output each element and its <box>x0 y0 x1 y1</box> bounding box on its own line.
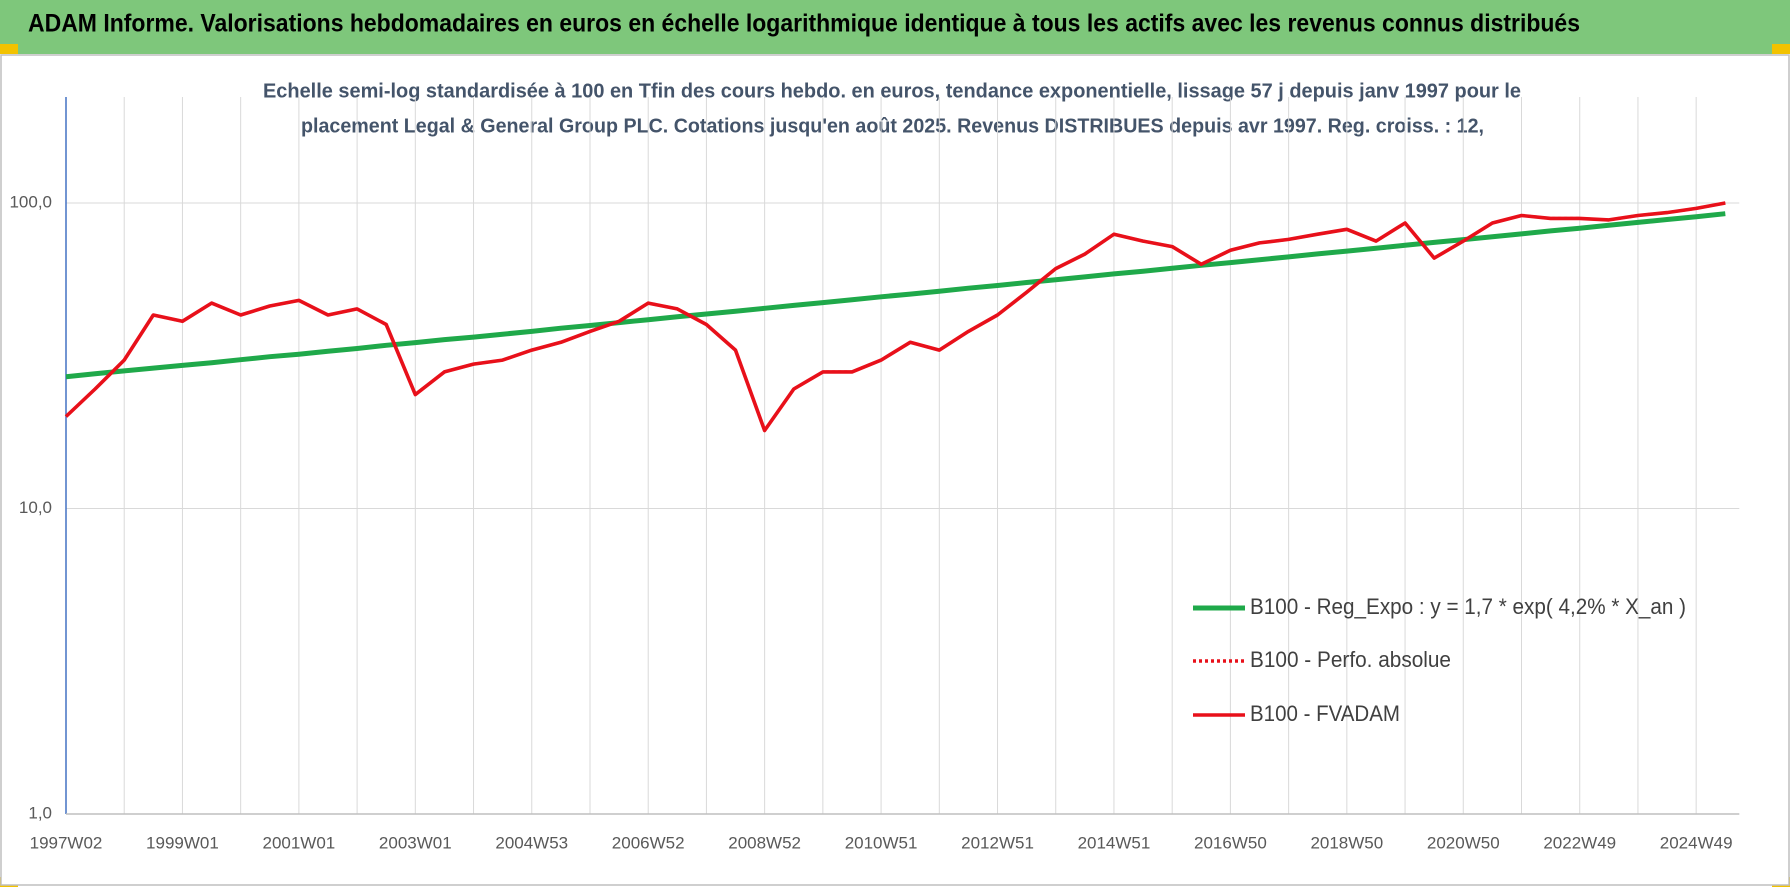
x-tick-label: 2022W49 <box>1543 833 1616 852</box>
x-tick-label: 2014W51 <box>1078 833 1151 852</box>
x-tick-label: 2024W49 <box>1660 833 1733 852</box>
corner-mark <box>1772 44 1790 54</box>
x-tick-label: 2018W50 <box>1310 833 1383 852</box>
x-tick-label: 2012W51 <box>961 833 1034 852</box>
y-tick-label: 100,0 <box>9 192 52 211</box>
x-tick-label: 2010W51 <box>845 833 918 852</box>
legend-label: B100 - Reg_Expo : y = 1,7 * exp( 4,2% * … <box>1250 594 1686 619</box>
legend-label: B100 - Perfo. absolue <box>1250 647 1451 672</box>
chart-frame <box>0 54 1790 886</box>
x-tick-label: 2008W52 <box>728 833 801 852</box>
x-tick-label: 2001W01 <box>262 833 335 852</box>
corner-mark <box>0 44 18 54</box>
series-line <box>65 211 1726 380</box>
legend-label: B100 - FVADAM <box>1250 701 1400 726</box>
x-tick-label: 1997W02 <box>30 833 103 852</box>
x-tick-label: 2003W01 <box>379 833 452 852</box>
x-tick-label: 2016W50 <box>1194 833 1267 852</box>
x-tick-label: 2004W53 <box>495 833 568 852</box>
chart-title: ADAM Informe. Valorisations hebdomadaire… <box>28 10 1580 38</box>
x-tick-label: 2020W50 <box>1427 833 1500 852</box>
chart-subtitle: placement Legal & General Group PLC. Cot… <box>301 115 1484 137</box>
x-tick-label: 2006W52 <box>612 833 685 852</box>
series-line <box>64 201 1726 433</box>
chart-subtitle: Echelle semi-log standardisée à 100 en T… <box>263 80 1521 102</box>
y-tick-label: 1,0 <box>28 803 52 822</box>
y-tick-label: 10,0 <box>19 498 52 517</box>
x-tick-label: 1999W01 <box>146 833 219 852</box>
title-banner <box>0 0 1790 54</box>
